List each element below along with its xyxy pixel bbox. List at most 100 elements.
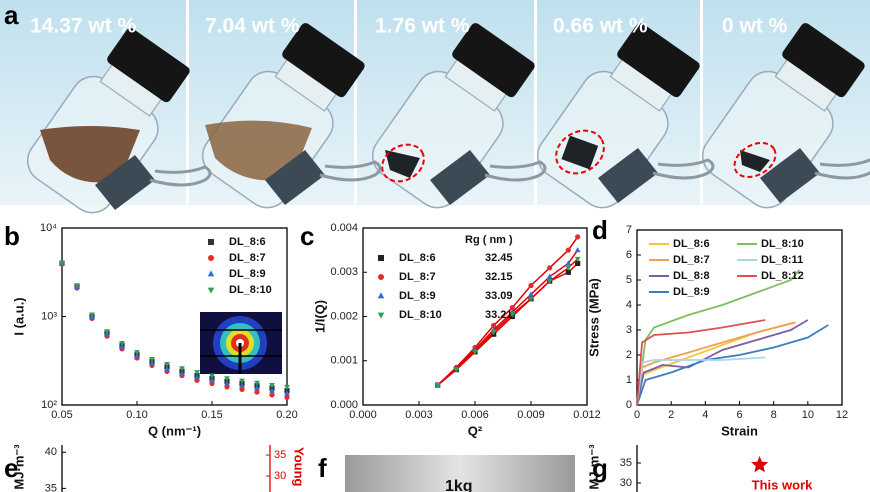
x-tick-label: 2: [668, 409, 674, 421]
photo-label: 0.66 wt %: [553, 15, 648, 38]
data-point: [134, 350, 140, 356]
y-tick-label: 5: [626, 274, 632, 286]
y-axis-label: Stress (MPa): [586, 278, 601, 357]
y-tick-label: 4: [626, 299, 632, 311]
data-point: [74, 283, 80, 289]
data-point: [574, 256, 581, 263]
legend-label: DL_8:6: [673, 238, 710, 250]
data-point: [254, 389, 260, 395]
data-point: [528, 296, 534, 302]
x-tick-label: 0.006: [461, 409, 489, 421]
data-point: [565, 269, 571, 275]
data-point: [179, 370, 185, 376]
y-tick-label: 10⁴: [40, 222, 57, 234]
data-point: [546, 279, 553, 285]
data-point: [179, 366, 185, 372]
x-tick-label: 8: [771, 409, 777, 421]
line: [636, 269, 800, 406]
y2-tick-label: 30: [274, 470, 286, 482]
data-point: [284, 384, 290, 391]
data-point: [239, 386, 245, 393]
legend-label: DL_8:7: [399, 271, 436, 283]
data-point: [434, 383, 441, 389]
x-tick-label: 0.012: [573, 409, 601, 421]
x-tick-label: 0.05: [51, 409, 72, 421]
y-tick-label: 0.001: [330, 355, 358, 367]
legend-label: DL_8:10: [229, 284, 272, 296]
plot-frame: [362, 227, 588, 406]
data-point: [491, 322, 497, 328]
data-point: [239, 378, 245, 384]
panel-label: f: [318, 453, 327, 483]
legend-rg: 32.15: [485, 271, 513, 283]
panel-label: g: [592, 453, 608, 483]
legend-label: DL_8:6: [229, 236, 266, 248]
legend-label: DL_8:7: [673, 254, 710, 266]
y-axis-label: I (a.u.): [11, 297, 26, 335]
x-tick-label: 0.15: [201, 409, 222, 421]
legend-label: DL_8:8: [673, 270, 710, 282]
data-point: [209, 377, 215, 383]
data-point: [164, 361, 170, 368]
legend-label: DL_8:9: [229, 268, 266, 280]
data-point: [149, 357, 155, 363]
panel-label: c: [300, 221, 314, 251]
x-axis-label: Q²: [468, 423, 483, 438]
data-point: [547, 265, 553, 271]
photo-label: 1.76 wt %: [375, 15, 470, 38]
x-tick-label: 0.10: [126, 409, 147, 421]
legend-marker: [378, 255, 384, 261]
data-point: [565, 265, 572, 271]
data-point: [546, 273, 553, 279]
data-point: [224, 384, 230, 390]
x-tick-label: 6: [736, 409, 742, 421]
y-tick-label: 7: [626, 224, 632, 236]
y-tick-label: 1: [626, 374, 632, 386]
y-axis-label: 1/I(Q): [312, 300, 327, 333]
legend-marker: [207, 270, 215, 277]
y-tick-label: 0: [626, 399, 632, 411]
legend-marker: [207, 287, 215, 294]
data-point: [224, 376, 230, 382]
legend-rg: 33.09: [485, 290, 513, 302]
legend-marker: [378, 274, 384, 280]
line: [636, 319, 766, 406]
x-tick-label: 4: [702, 409, 708, 421]
data-point: [254, 385, 260, 391]
y-tick-label: 10²: [41, 399, 57, 411]
data-point: [269, 382, 275, 389]
x-tick-label: 0.003: [405, 409, 433, 421]
y-tick-label: 10³: [41, 310, 57, 322]
plot-frame: [636, 229, 843, 406]
y-tick-label: 35: [620, 457, 632, 469]
data-point: [751, 456, 769, 473]
x-tick-label: 0.000: [349, 409, 377, 421]
photo-label: 7.04 wt %: [205, 15, 300, 38]
data-point: [565, 260, 572, 266]
data-point: [509, 312, 516, 318]
data-point: [224, 380, 230, 386]
photo-label: 14.37 wt %: [30, 15, 137, 38]
data-point: [239, 382, 245, 388]
data-point: [194, 370, 200, 376]
legend-marker: [377, 292, 385, 299]
data-point: [509, 305, 515, 311]
data-point: [164, 365, 170, 372]
point-label: This work: [752, 477, 813, 492]
data-point: [194, 374, 200, 380]
legend-label: DL_8:11: [761, 254, 803, 266]
x-tick-label: 0.009: [517, 409, 545, 421]
data-point: [59, 260, 65, 266]
data-point: [575, 260, 581, 266]
y-tick-label: 0.003: [330, 266, 358, 278]
y-tick-label: 0.004: [330, 222, 358, 234]
legend-label: DL_8:10: [399, 309, 442, 321]
x-tick-label: 12: [836, 409, 848, 421]
photo-panel-f: 1kg: [345, 455, 575, 492]
weight-label: 1kg: [445, 478, 473, 492]
legend-marker: [377, 312, 385, 319]
data-point: [565, 247, 571, 253]
legend-label: DL_8:10: [761, 238, 804, 250]
x-tick-label: 0.20: [276, 409, 297, 421]
x-tick-label: 0: [634, 409, 640, 421]
